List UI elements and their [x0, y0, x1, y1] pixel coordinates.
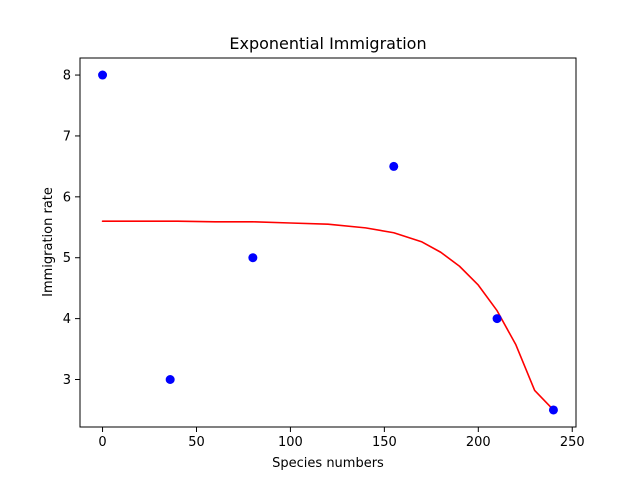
- data-point: [248, 253, 258, 263]
- x-tick-label: 200: [466, 435, 491, 450]
- y-tick-label: 7: [63, 129, 71, 144]
- data-point: [165, 375, 175, 384]
- y-tick-label: 3: [63, 373, 71, 388]
- plot-area: [80, 58, 576, 427]
- x-axis-title: Species numbers: [272, 456, 384, 471]
- y-tick-label: 8: [63, 69, 71, 84]
- x-tick-label: 50: [188, 435, 205, 450]
- axes: 0 50 100 150 200 250 3 4 5 6 7 8: [63, 57, 585, 450]
- x-tick-label: 0: [98, 435, 106, 450]
- x-tick-label: 150: [372, 435, 397, 450]
- plot-frame: [79, 57, 577, 428]
- y-tick-label: 4: [63, 312, 71, 327]
- x-tick-label: 100: [278, 435, 303, 450]
- plot-background: [80, 58, 576, 427]
- data-point: [548, 405, 558, 415]
- data-point: [492, 314, 502, 324]
- y-axis-title: Immigration rate: [41, 187, 56, 297]
- fit-curve-line: [101, 220, 555, 411]
- y-tick-label: 6: [63, 190, 71, 205]
- data-series: [98, 70, 558, 415]
- data-point: [389, 161, 399, 171]
- data-point: [98, 70, 108, 80]
- chart-title: Exponential Immigration: [229, 34, 426, 53]
- x-tick-label: 250: [560, 435, 585, 450]
- y-tick-label: 5: [63, 251, 71, 266]
